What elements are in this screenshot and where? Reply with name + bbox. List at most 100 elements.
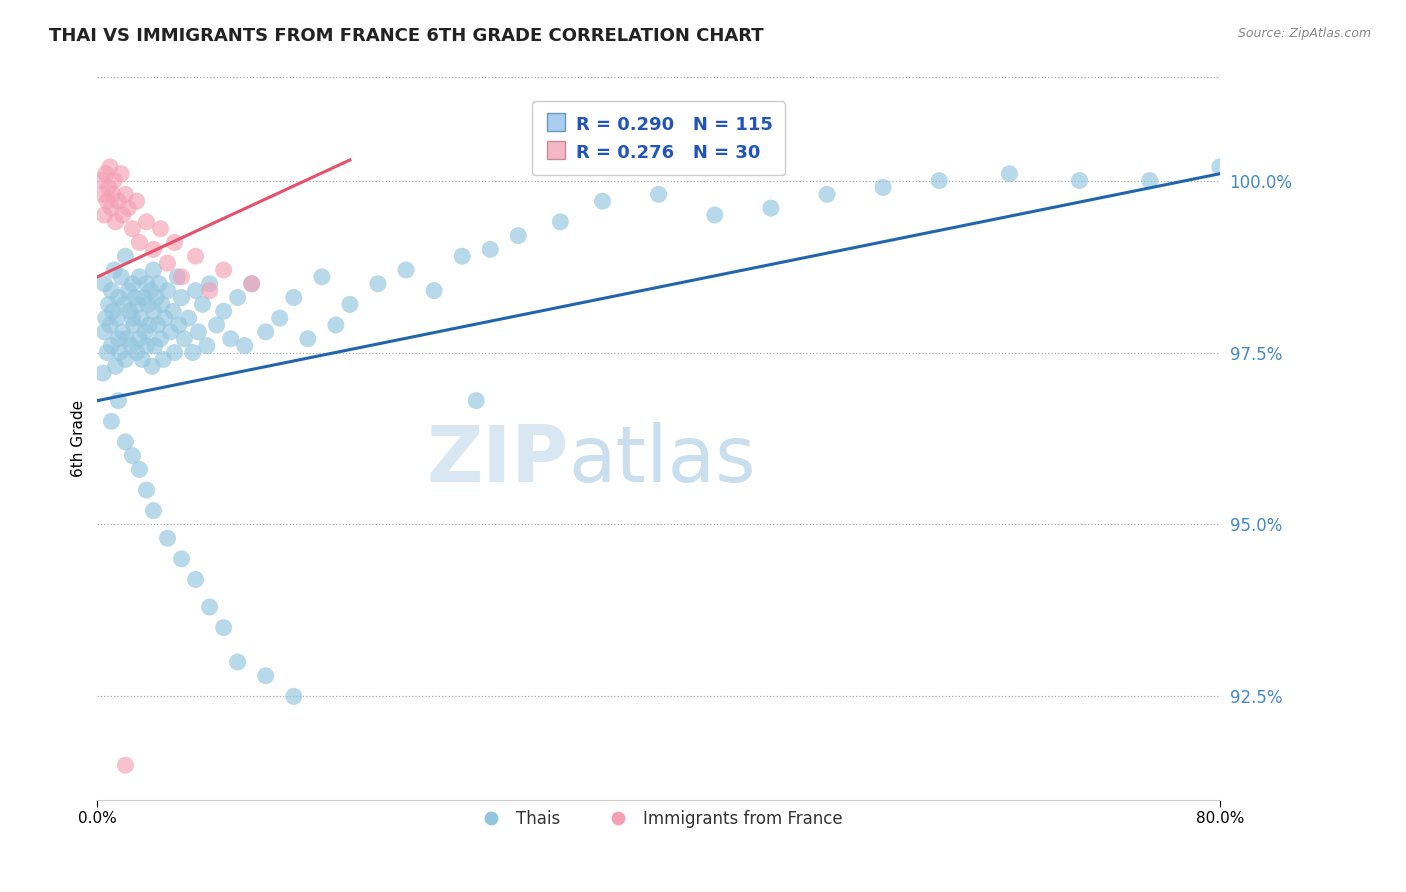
- Point: [647, 187, 669, 202]
- Point: [212, 263, 235, 277]
- Point: [146, 318, 169, 332]
- Point: [325, 318, 347, 332]
- Point: [114, 434, 136, 449]
- Point: [465, 393, 488, 408]
- Point: [121, 311, 143, 326]
- Point: [167, 318, 190, 332]
- Point: [115, 332, 138, 346]
- Point: [107, 332, 129, 346]
- Point: [191, 297, 214, 311]
- Point: [212, 621, 235, 635]
- Point: [195, 338, 218, 352]
- Point: [135, 483, 157, 497]
- Point: [90, 173, 112, 187]
- Point: [100, 338, 122, 352]
- Point: [233, 338, 256, 352]
- Point: [226, 291, 249, 305]
- Point: [395, 263, 418, 277]
- Point: [98, 318, 121, 332]
- Point: [240, 277, 263, 291]
- Point: [508, 228, 530, 243]
- Point: [142, 263, 165, 277]
- Point: [226, 655, 249, 669]
- Point: [1139, 173, 1161, 187]
- Point: [114, 249, 136, 263]
- Point: [872, 180, 894, 194]
- Point: [120, 338, 142, 352]
- Point: [125, 194, 148, 209]
- Point: [100, 201, 122, 215]
- Point: [283, 291, 305, 305]
- Point: [107, 194, 129, 209]
- Point: [184, 573, 207, 587]
- Point: [100, 284, 122, 298]
- Point: [181, 345, 204, 359]
- Point: [128, 332, 150, 346]
- Point: [104, 215, 127, 229]
- Point: [91, 366, 114, 380]
- Point: [1209, 160, 1232, 174]
- Point: [110, 269, 132, 284]
- Point: [815, 187, 838, 202]
- Point: [173, 332, 195, 346]
- Point: [283, 690, 305, 704]
- Point: [94, 311, 117, 326]
- Point: [142, 504, 165, 518]
- Point: [156, 256, 179, 270]
- Point: [1069, 173, 1091, 187]
- Point: [269, 311, 291, 326]
- Point: [170, 291, 193, 305]
- Point: [138, 318, 160, 332]
- Point: [108, 345, 131, 359]
- Point: [101, 304, 124, 318]
- Point: [163, 235, 186, 250]
- Point: [297, 332, 319, 346]
- Point: [198, 277, 221, 291]
- Point: [219, 332, 242, 346]
- Point: [550, 215, 572, 229]
- Point: [592, 194, 614, 209]
- Point: [127, 297, 149, 311]
- Point: [121, 221, 143, 235]
- Text: Source: ZipAtlas.com: Source: ZipAtlas.com: [1237, 27, 1371, 40]
- Point: [125, 345, 148, 359]
- Point: [101, 187, 124, 202]
- Point: [184, 249, 207, 263]
- Point: [142, 243, 165, 257]
- Point: [93, 208, 115, 222]
- Point: [162, 304, 184, 318]
- Point: [117, 284, 139, 298]
- Point: [156, 284, 179, 298]
- Point: [205, 318, 228, 332]
- Point: [998, 167, 1021, 181]
- Point: [367, 277, 389, 291]
- Point: [479, 243, 502, 257]
- Point: [134, 325, 156, 339]
- Point: [166, 269, 188, 284]
- Point: [254, 669, 277, 683]
- Point: [107, 291, 129, 305]
- Point: [97, 297, 120, 311]
- Point: [114, 187, 136, 202]
- Point: [311, 269, 333, 284]
- Y-axis label: 6th Grade: 6th Grade: [72, 400, 86, 477]
- Point: [100, 414, 122, 428]
- Point: [170, 269, 193, 284]
- Text: ZIP: ZIP: [426, 422, 569, 498]
- Point: [129, 311, 152, 326]
- Point: [96, 194, 118, 209]
- Text: atlas: atlas: [569, 422, 756, 498]
- Point: [97, 180, 120, 194]
- Point: [114, 758, 136, 772]
- Point: [121, 449, 143, 463]
- Legend: Thais, Immigrants from France: Thais, Immigrants from France: [468, 803, 849, 835]
- Point: [184, 284, 207, 298]
- Point: [139, 284, 162, 298]
- Point: [212, 304, 235, 318]
- Point: [103, 263, 125, 277]
- Point: [128, 462, 150, 476]
- Point: [928, 173, 950, 187]
- Point: [339, 297, 361, 311]
- Point: [103, 173, 125, 187]
- Point: [118, 304, 141, 318]
